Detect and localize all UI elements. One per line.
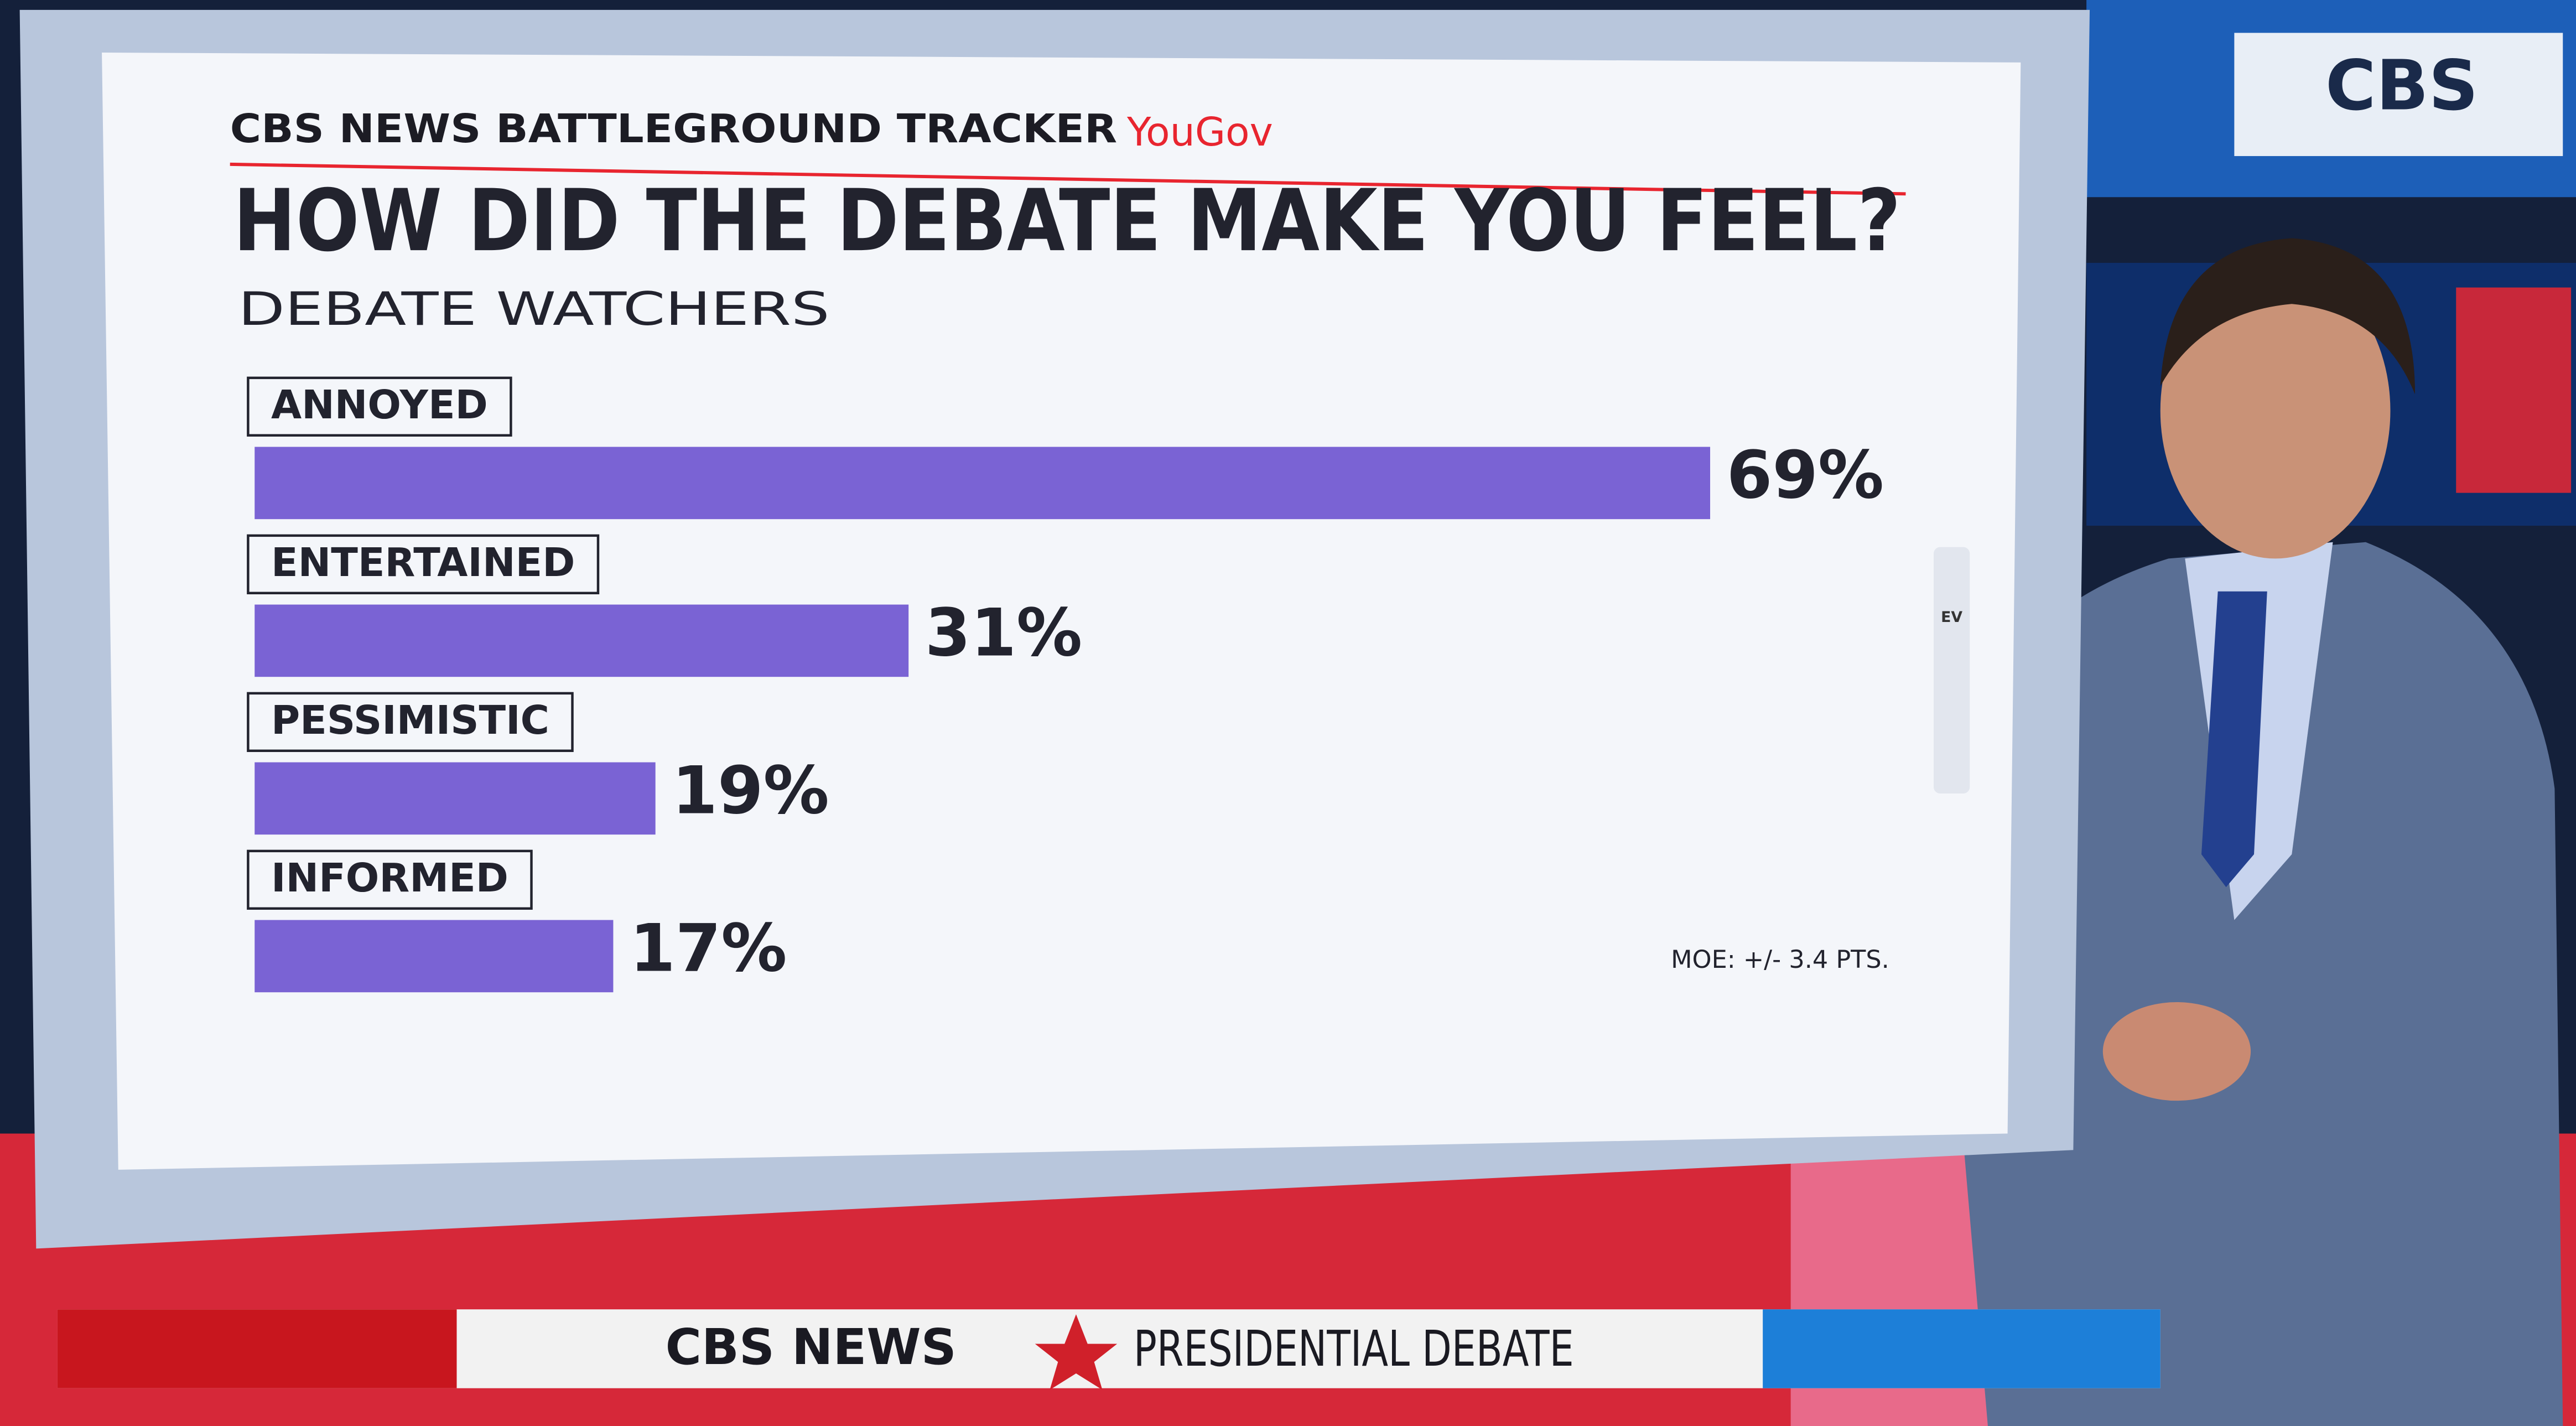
- bar: [255, 920, 614, 993]
- category-label: ANNOYED: [271, 382, 488, 428]
- value-label: 69%: [1727, 438, 1884, 514]
- chart-note: MOE: +/- 3.4 PTS.: [1671, 945, 1889, 974]
- header-rule: [230, 162, 1906, 196]
- value-label: 19%: [672, 753, 829, 829]
- bar: [255, 604, 909, 677]
- studio-screen-red: [2456, 287, 2572, 493]
- sidebar-icon-label: EV: [1941, 609, 1962, 626]
- banner-blue: [1763, 1309, 2160, 1388]
- bar: [255, 447, 1711, 520]
- value-label: 31%: [925, 595, 1082, 672]
- banner-network: CBS NEWS: [666, 1319, 957, 1376]
- presenter-hands: [2102, 1002, 2251, 1101]
- corner-logo: CBS: [2325, 45, 2478, 126]
- board-surface: [102, 53, 2021, 1170]
- category-box: [247, 849, 533, 910]
- banner-red: [57, 1309, 457, 1388]
- header-source: CBS NEWS BATTLEGROUND TRACKER: [230, 106, 1117, 152]
- logo-panel: [2234, 33, 2563, 157]
- value-label: 17%: [630, 911, 787, 987]
- header-partner: YouGov: [1126, 109, 1273, 155]
- chart-title: HOW DID THE DEBATE MAKE YOU FEEL?: [233, 172, 1901, 271]
- presenter-hair: [2160, 238, 2415, 395]
- category-label: ENTERTAINED: [271, 540, 575, 585]
- category-label: PESSIMISTIC: [271, 697, 549, 743]
- banner-star: [1035, 1314, 1118, 1390]
- category-box: [247, 376, 512, 437]
- bar: [255, 762, 656, 835]
- bar-chart: ANNOYED 69% ENTERTAINED 31% PESSIMISTIC 19% IN…: [247, 376, 1884, 993]
- category-box: [247, 534, 600, 594]
- presenter-suit: [1938, 542, 2563, 1426]
- presenter-head: [2160, 263, 2391, 559]
- category-label: INFORMED: [271, 855, 508, 901]
- category-box: [247, 692, 574, 753]
- chart-subtitle: DEBATE WATCHERS: [238, 282, 830, 336]
- sidebar: [1933, 547, 1970, 794]
- presenter-tie: [2201, 591, 2267, 888]
- banner-program: PRESIDENTIAL DEBATE: [1134, 1320, 1574, 1378]
